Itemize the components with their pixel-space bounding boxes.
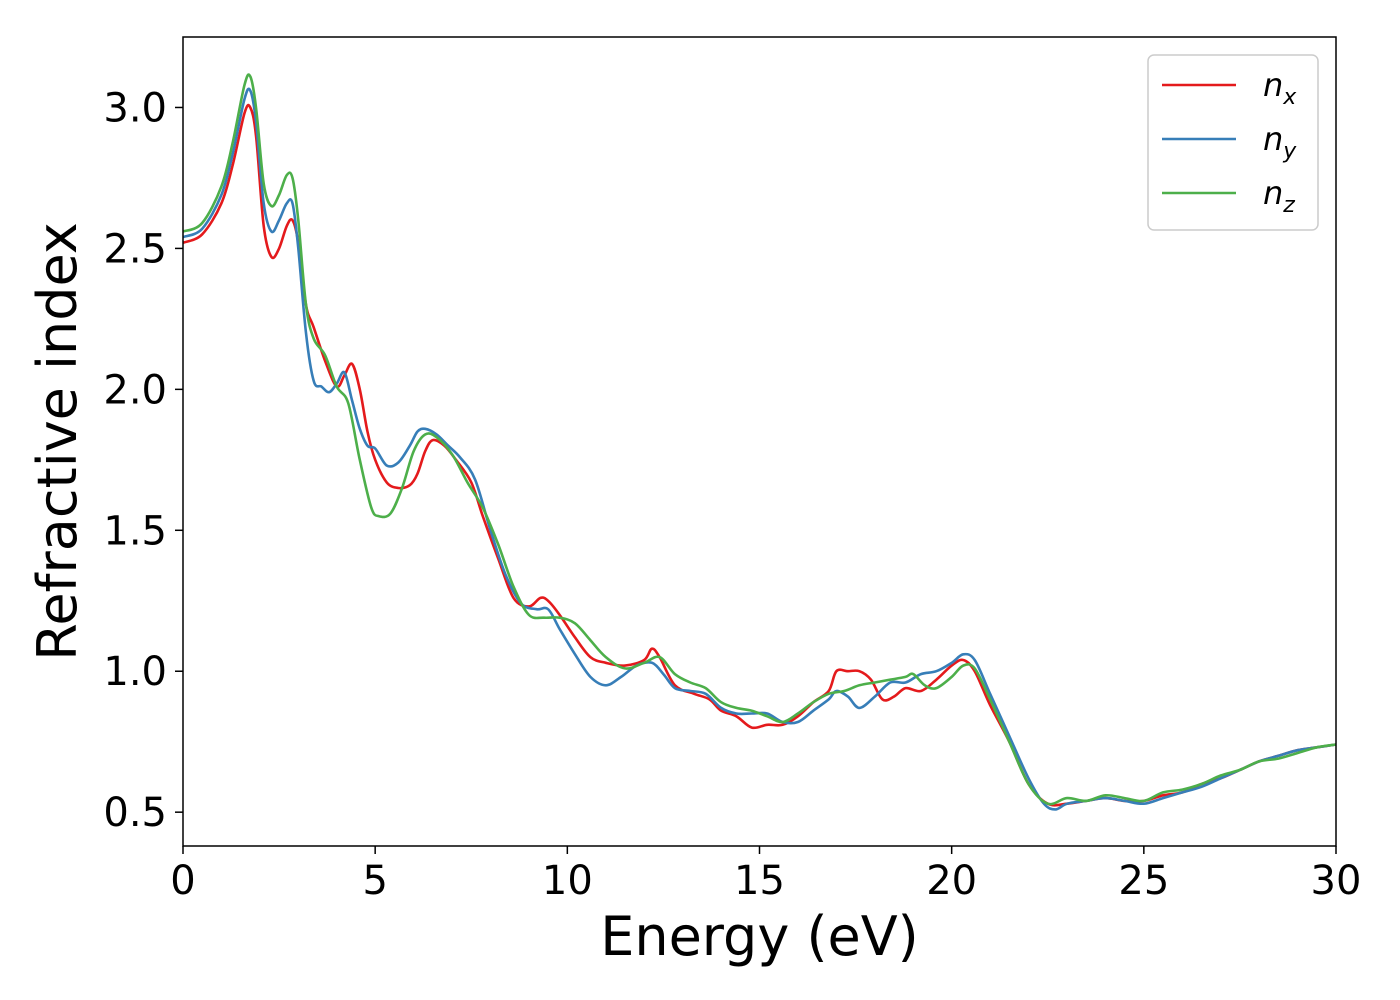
x-tick-label: 25 (1118, 858, 1169, 904)
y-axis: 0.5 1.0 1.5 2.0 2.5 3.0 (103, 85, 183, 836)
legend-label-nz: nz (1263, 174, 1295, 218)
y-tick-label: 1.0 (103, 649, 167, 695)
y-tick-label: 1.5 (103, 508, 167, 554)
legend-box (1147, 54, 1319, 231)
x-tick-label: 10 (542, 858, 593, 904)
x-tick-label: 5 (362, 858, 387, 904)
legend-label-nx: nx (1263, 66, 1297, 110)
series-line-ny (182, 87, 1337, 811)
x-tick-label: 15 (734, 858, 785, 904)
x-axis-label: Energy (eV) (600, 905, 919, 968)
x-tick-label: 0 (170, 858, 195, 904)
y-tick-label: 2.5 (103, 226, 167, 272)
x-axis: 0 5 10 15 20 25 30 (170, 846, 1361, 904)
y-tick-label: 3.0 (103, 85, 167, 131)
y-axis-label: Refractive index (26, 222, 89, 661)
series-line-nz (182, 73, 1337, 806)
plot-lines (182, 73, 1337, 811)
y-tick-label: 0.5 (103, 790, 167, 836)
legend: nx ny nz (1147, 54, 1319, 231)
legend-label-ny: ny (1263, 120, 1297, 164)
series-line-nx (182, 103, 1337, 807)
x-tick-label: 30 (1311, 858, 1362, 904)
x-tick-label: 20 (926, 858, 977, 904)
y-tick-label: 2.0 (103, 367, 167, 413)
